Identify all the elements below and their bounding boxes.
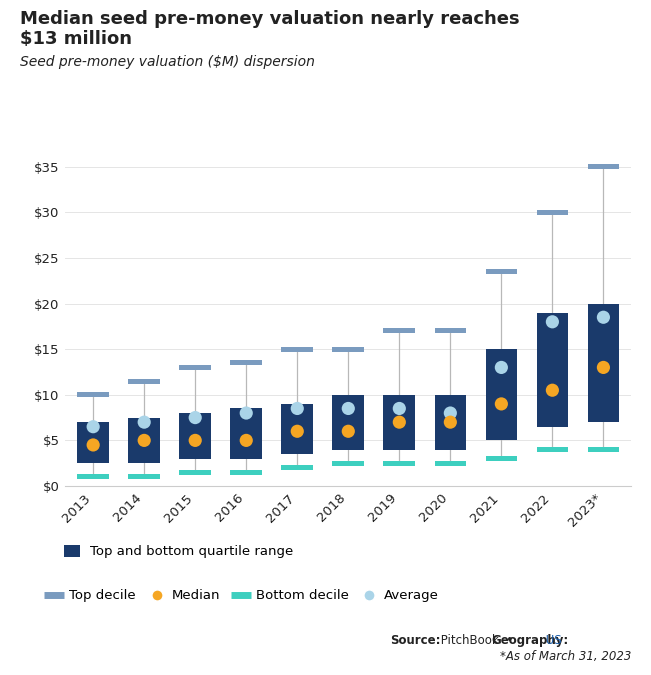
Point <box>190 435 201 446</box>
Point <box>496 398 506 409</box>
Point <box>598 362 609 373</box>
Point <box>445 416 456 427</box>
Point <box>547 317 558 327</box>
Bar <box>230 360 262 365</box>
Legend: Top and bottom quartile range: Top and bottom quartile range <box>59 540 299 564</box>
Bar <box>77 392 109 398</box>
Bar <box>588 447 619 452</box>
Text: US: US <box>542 634 561 647</box>
Text: Source:: Source: <box>391 634 441 647</box>
Bar <box>230 408 262 458</box>
Point <box>343 403 353 414</box>
Point <box>343 426 353 437</box>
Text: Seed pre-money valuation ($M) dispersion: Seed pre-money valuation ($M) dispersion <box>20 55 314 70</box>
Bar <box>77 475 109 479</box>
Point <box>88 421 98 432</box>
Point <box>598 312 609 323</box>
Bar <box>128 379 160 383</box>
Bar <box>180 365 211 370</box>
Legend: Top decile, Median, Bottom decile, Average: Top decile, Median, Bottom decile, Avera… <box>39 584 445 608</box>
Bar <box>180 413 211 458</box>
Bar <box>180 470 211 475</box>
Bar <box>333 347 364 352</box>
Bar <box>486 349 517 440</box>
Point <box>292 426 303 437</box>
Point <box>241 408 251 418</box>
Bar <box>486 269 517 274</box>
Bar <box>281 347 313 352</box>
Bar <box>536 447 568 452</box>
Text: Median seed pre-money valuation nearly reaches: Median seed pre-money valuation nearly r… <box>20 10 519 28</box>
Bar <box>434 329 466 333</box>
Point <box>445 408 456 418</box>
Bar <box>536 313 568 427</box>
Bar <box>333 395 364 450</box>
Text: PitchBook  •: PitchBook • <box>437 634 521 647</box>
Point <box>394 403 404 414</box>
Point <box>292 403 303 414</box>
Bar <box>536 210 568 215</box>
Text: Geography:: Geography: <box>492 634 569 647</box>
Bar <box>383 460 415 466</box>
Bar <box>128 475 160 479</box>
Point <box>88 439 98 450</box>
Point <box>241 435 251 446</box>
Point <box>190 412 201 423</box>
Bar <box>281 465 313 470</box>
Text: $13 million: $13 million <box>20 30 132 49</box>
Bar <box>281 404 313 454</box>
Text: *As of March 31, 2023: *As of March 31, 2023 <box>500 650 631 663</box>
Point <box>394 416 404 427</box>
Bar <box>434 395 466 450</box>
Bar <box>128 418 160 463</box>
Bar <box>230 470 262 475</box>
Bar <box>77 422 109 463</box>
Bar <box>383 329 415 333</box>
Bar <box>588 304 619 422</box>
Bar <box>383 395 415 450</box>
Bar <box>588 164 619 169</box>
Point <box>139 416 149 427</box>
Point <box>496 362 506 373</box>
Bar <box>434 460 466 466</box>
Bar <box>333 460 364 466</box>
Bar <box>486 456 517 461</box>
Point <box>139 435 149 446</box>
Point <box>547 385 558 396</box>
